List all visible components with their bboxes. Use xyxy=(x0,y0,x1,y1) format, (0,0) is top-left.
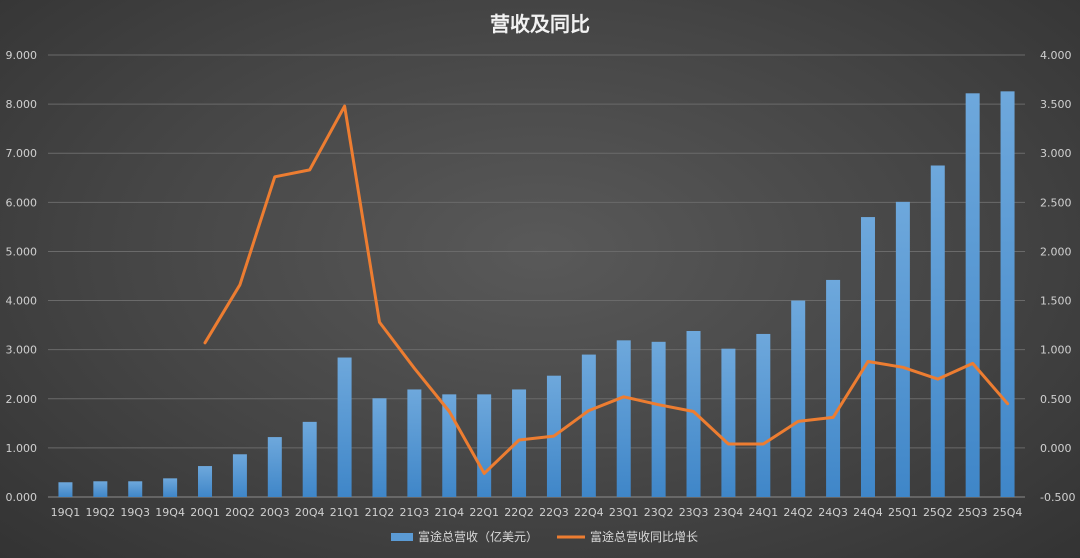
bar xyxy=(372,398,387,497)
y-right-tick-label: 0.500 xyxy=(1040,393,1072,406)
y-left-tick-label: 8.000 xyxy=(6,98,38,111)
chart-title: 营收及同比 xyxy=(490,12,590,36)
bar xyxy=(860,217,875,498)
legend: 富途总营收（亿美元） 富途总营收同比增长 xyxy=(391,529,698,544)
bar xyxy=(686,331,701,497)
bar xyxy=(232,454,247,497)
bar xyxy=(302,421,317,497)
y-right-tick-label: 2.000 xyxy=(1040,245,1072,258)
bar xyxy=(721,348,736,497)
x-tick-label: 21Q4 xyxy=(434,506,464,519)
x-tick-label: 20Q3 xyxy=(260,506,290,519)
x-tick-label: 24Q2 xyxy=(783,506,813,519)
x-tick-label: 23Q4 xyxy=(714,506,744,519)
x-tick-label: 21Q1 xyxy=(330,506,360,519)
legend-label-revenue: 富途总营收（亿美元） xyxy=(418,529,538,544)
x-tick-label: 23Q1 xyxy=(609,506,639,519)
x-tick-label: 25Q3 xyxy=(958,506,988,519)
bar xyxy=(512,389,527,497)
y-axis-left: 0.000 1.000 2.000 3.000 4.000 5.000 6.000 7.000… xyxy=(6,49,38,504)
x-tick-label: 22Q3 xyxy=(539,506,569,519)
y-left-tick-label: 5.000 xyxy=(6,245,38,258)
gridlines xyxy=(48,54,1025,498)
line-series xyxy=(203,104,1010,475)
y-right-tick-label: 0.000 xyxy=(1040,442,1072,455)
y-left-tick-label: 4.000 xyxy=(6,295,38,308)
y-left-tick-label: 6.000 xyxy=(6,196,38,209)
x-tick-label: 20Q2 xyxy=(225,506,255,519)
x-tick-label: 19Q4 xyxy=(155,506,185,519)
bar xyxy=(826,279,841,497)
y-right-tick-label: -0.500 xyxy=(1040,491,1075,504)
y-right-tick-label: 3.000 xyxy=(1040,147,1072,160)
bar xyxy=(198,466,213,497)
x-tick-label: 21Q3 xyxy=(400,506,430,519)
y-left-tick-label: 9.000 xyxy=(6,49,38,62)
bar xyxy=(337,357,352,497)
x-tick-label: 24Q3 xyxy=(818,506,848,519)
x-tick-label: 22Q2 xyxy=(504,506,534,519)
x-tick-label: 20Q1 xyxy=(190,506,220,519)
legend-item-revenue: 富途总营收（亿美元） xyxy=(391,529,538,544)
x-tick-label: 19Q3 xyxy=(120,506,150,519)
bar xyxy=(895,201,910,497)
y-left-tick-label: 0.000 xyxy=(6,491,38,504)
y-left-tick-label: 7.000 xyxy=(6,147,38,160)
x-tick-label: 19Q2 xyxy=(86,506,116,519)
bar xyxy=(58,482,73,497)
legend-item-growth: 富途总营收同比增长 xyxy=(557,529,698,544)
bar xyxy=(477,394,492,497)
bar xyxy=(163,478,178,497)
bar xyxy=(651,341,666,497)
x-tick-label: 20Q4 xyxy=(295,506,325,519)
x-tick-label: 25Q2 xyxy=(923,506,953,519)
x-tick-label: 21Q2 xyxy=(365,506,395,519)
x-tick-label: 22Q1 xyxy=(469,506,499,519)
x-tick-label: 23Q3 xyxy=(679,506,709,519)
legend-swatch-revenue xyxy=(391,533,413,541)
y-axis-right: -0.500 0.000 0.500 1.000 1.500 2.000 2.500 3.00… xyxy=(1040,49,1075,504)
bar xyxy=(616,340,631,497)
y-left-tick-label: 1.000 xyxy=(6,442,38,455)
y-right-tick-label: 4.000 xyxy=(1040,49,1072,62)
bar xyxy=(965,93,980,497)
bar xyxy=(407,389,422,497)
x-axis: 19Q1 19Q2 19Q3 19Q4 20Q1 20Q2 20Q3 20Q4 21Q1 21Q2… xyxy=(51,506,1023,519)
y-right-tick-label: 1.000 xyxy=(1040,344,1072,357)
bar xyxy=(756,333,771,497)
bar xyxy=(267,437,282,497)
y-right-tick-label: 1.500 xyxy=(1040,295,1072,308)
y-right-tick-label: 2.500 xyxy=(1040,196,1072,209)
x-tick-label: 24Q1 xyxy=(748,506,778,519)
y-right-tick-label: 3.500 xyxy=(1040,98,1072,111)
bar xyxy=(1000,91,1015,497)
x-tick-label: 19Q1 xyxy=(51,506,81,519)
growth-line xyxy=(203,104,1010,475)
legend-label-growth: 富途总营收同比增长 xyxy=(590,529,698,544)
y-left-tick-label: 2.000 xyxy=(6,393,38,406)
bar-series xyxy=(58,91,1015,498)
x-tick-label: 22Q4 xyxy=(574,506,604,519)
bar xyxy=(930,165,945,497)
y-left-tick-label: 3.000 xyxy=(6,344,38,357)
bar xyxy=(791,300,806,497)
x-tick-label: 23Q2 xyxy=(644,506,674,519)
x-tick-label: 24Q4 xyxy=(853,506,883,519)
bar xyxy=(128,481,143,497)
x-tick-label: 25Q4 xyxy=(993,506,1023,519)
x-tick-label: 25Q1 xyxy=(888,506,918,519)
bar xyxy=(581,354,596,497)
bar xyxy=(93,481,108,497)
